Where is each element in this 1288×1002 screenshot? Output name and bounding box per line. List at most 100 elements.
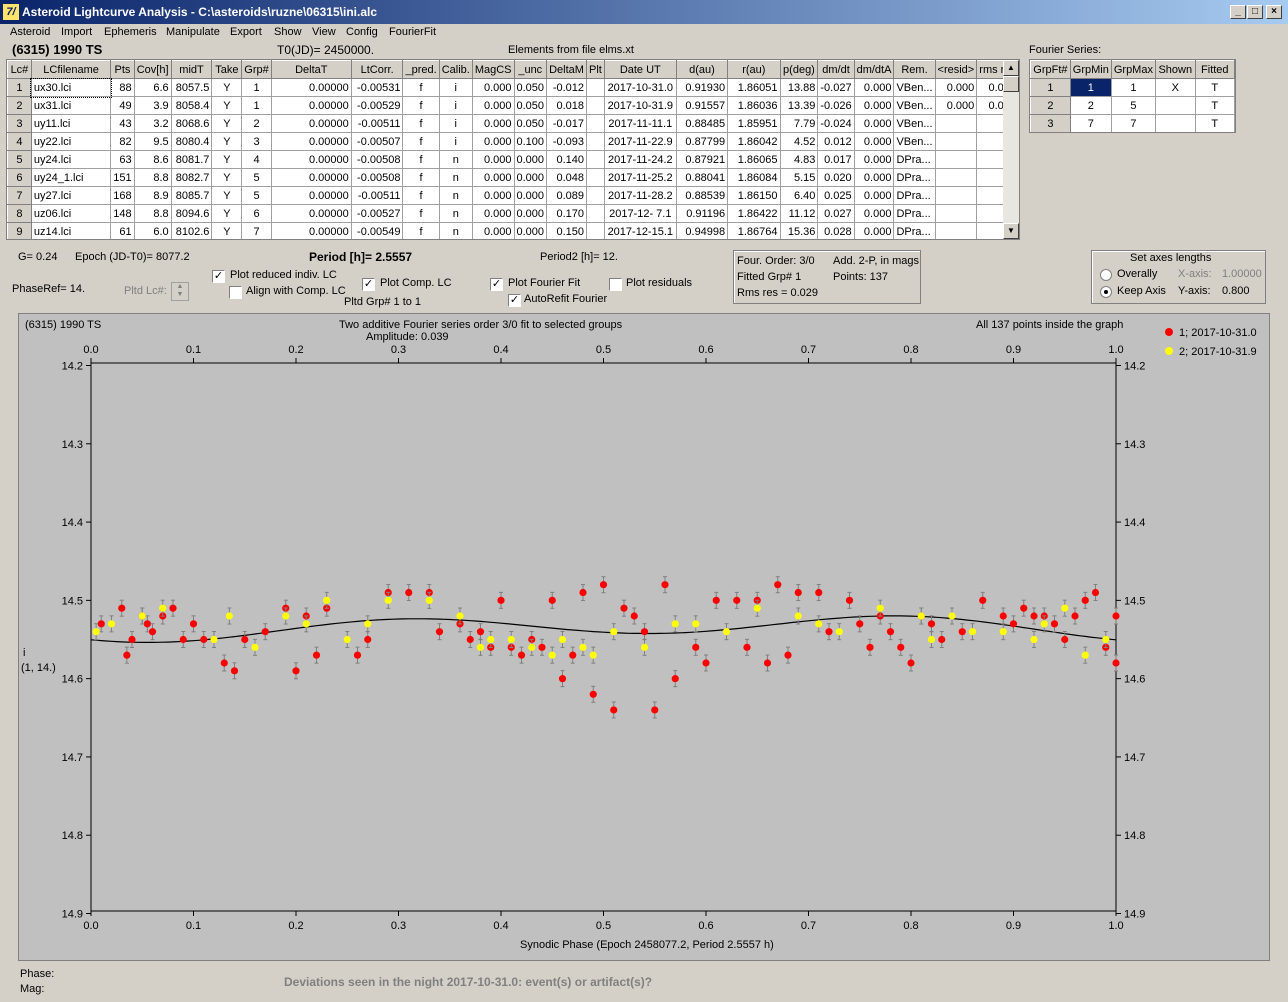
fourier-cell[interactable]: 2: [1069, 96, 1112, 115]
table-cell[interactable]: 1.86764: [727, 222, 781, 239]
phaseref-value[interactable]: PhaseRef= 14.: [12, 283, 86, 295]
table-cell[interactable]: 0.000: [513, 150, 548, 169]
table-cell[interactable]: ux30.lci: [30, 77, 112, 98]
menu-manipulate[interactable]: Manipulate: [166, 26, 220, 38]
table-cell[interactable]: 2017-11-11.1: [603, 114, 677, 133]
table-cell[interactable]: Y: [211, 204, 243, 223]
table-cell[interactable]: [934, 168, 978, 187]
table-row[interactable]: 9 uz14.lci 61 6.0 8102.6 Y 7 0.00000 -0.00549 f n 0…: [7, 222, 1019, 239]
table-cell[interactable]: 0.00000: [270, 150, 352, 169]
table-cell[interactable]: 0.150: [546, 222, 588, 239]
table-cell[interactable]: 0.000: [471, 150, 515, 169]
table-cell[interactable]: 0.000: [471, 204, 515, 223]
table-cell[interactable]: uy22.lci: [30, 132, 112, 151]
table-cell[interactable]: f: [402, 222, 440, 239]
table-cell[interactable]: 5: [241, 186, 272, 205]
table-cell[interactable]: uz14.lci: [30, 222, 112, 239]
table-cell[interactable]: 1: [241, 96, 272, 115]
table-cell[interactable]: n: [438, 150, 473, 169]
table-cell[interactable]: 8: [7, 204, 32, 223]
table-cell[interactable]: VBen...: [893, 96, 936, 115]
table-cell[interactable]: [586, 114, 605, 133]
table-cell[interactable]: -0.00529: [350, 96, 404, 115]
table-cell[interactable]: 2017-11-25.2: [603, 168, 677, 187]
table-row[interactable]: 8 uz06.lci 148 8.8 8094.6 Y 6 0.00000 -0.00527 f n…: [7, 204, 1019, 223]
table-cell[interactable]: f: [402, 168, 440, 187]
table-cell[interactable]: -0.00527: [350, 204, 404, 223]
fourier-cell[interactable]: [1154, 114, 1196, 132]
table-cell[interactable]: 0.000: [853, 96, 895, 115]
table-cell[interactable]: 63: [110, 150, 135, 169]
maximize-icon[interactable]: □: [1247, 5, 1263, 19]
table-cell[interactable]: 0.000: [853, 132, 895, 151]
overally-radio[interactable]: [1100, 269, 1112, 281]
table-cell[interactable]: [934, 114, 978, 133]
scroll-thumb[interactable]: [1003, 76, 1019, 92]
table-cell[interactable]: 8.9: [133, 186, 172, 205]
close-icon[interactable]: ×: [1266, 5, 1282, 19]
lc-column-header[interactable]: Date UT: [603, 60, 677, 79]
table-cell[interactable]: 3.2: [133, 114, 172, 133]
table-cell[interactable]: 0.00000: [270, 78, 352, 97]
table-cell[interactable]: 0.000: [513, 204, 548, 223]
table-cell[interactable]: 6: [7, 168, 32, 187]
lc-column-header[interactable]: Plt: [586, 60, 605, 79]
fourier-cell[interactable]: T: [1194, 78, 1235, 97]
table-cell[interactable]: f: [402, 186, 440, 205]
table-cell[interactable]: 1.86422: [727, 204, 781, 223]
menu-export[interactable]: Export: [230, 26, 262, 38]
table-cell[interactable]: 3: [7, 114, 32, 133]
table-cell[interactable]: -0.012: [546, 78, 588, 97]
table-cell[interactable]: 148: [110, 204, 135, 223]
table-cell[interactable]: 2017-12-15.1: [603, 222, 677, 239]
table-cell[interactable]: 6.0: [133, 222, 172, 239]
table-cell[interactable]: f: [402, 132, 440, 151]
table-row[interactable]: 3 uy11.lci 43 3.2 8068.6 Y 2 0.00000 -0.00511 f i 0…: [7, 114, 1019, 133]
table-cell[interactable]: DPra...: [893, 186, 936, 205]
menu-config[interactable]: Config: [346, 26, 378, 38]
table-cell[interactable]: uy24.lci: [30, 150, 112, 169]
table-cell[interactable]: DPra...: [893, 204, 936, 223]
lc-column-header[interactable]: DeltaM: [546, 60, 588, 79]
table-cell[interactable]: 0.00000: [270, 204, 352, 223]
lc-column-header[interactable]: DeltaT: [270, 60, 352, 79]
table-cell[interactable]: 1.85951: [727, 114, 781, 133]
table-cell[interactable]: [934, 186, 978, 205]
table-cell[interactable]: f: [402, 204, 440, 223]
table-cell[interactable]: 0.000: [471, 222, 515, 239]
table-cell[interactable]: -0.017: [546, 114, 588, 133]
table-cell[interactable]: -0.00511: [350, 186, 404, 205]
table-cell[interactable]: 8068.6: [170, 114, 213, 133]
pltd-lc-spinner[interactable]: ▲ ▼: [171, 282, 189, 301]
table-cell[interactable]: 1.86150: [727, 186, 781, 205]
table-cell[interactable]: 4: [7, 132, 32, 151]
table-cell[interactable]: n: [438, 204, 473, 223]
table-cell[interactable]: 2: [241, 114, 272, 133]
plot-comp-checkbox[interactable]: ✓: [362, 278, 375, 291]
fourier-cell[interactable]: T: [1194, 114, 1235, 132]
table-cell[interactable]: 0.000: [934, 96, 978, 115]
table-cell[interactable]: 4: [241, 150, 272, 169]
table-cell[interactable]: 8057.5: [170, 78, 213, 97]
table-cell[interactable]: 0.050: [513, 78, 548, 97]
table-cell[interactable]: 2: [7, 96, 32, 115]
table-cell[interactable]: 0.000: [853, 150, 895, 169]
menu-ephemeris[interactable]: Ephemeris: [104, 26, 157, 38]
table-cell[interactable]: 5: [241, 168, 272, 187]
lc-column-header[interactable]: _pred.: [402, 60, 440, 79]
lc-column-header[interactable]: Cov[h]: [133, 60, 172, 79]
table-cell[interactable]: 11.12: [779, 204, 819, 223]
table-cell[interactable]: f: [402, 96, 440, 115]
table-row[interactable]: 6 uy24_1.lci 151 8.8 8082.7 Y 5 0.00000 -0.00508…: [7, 168, 1019, 187]
table-cell[interactable]: 0.012: [817, 132, 855, 151]
lc-column-header[interactable]: r(au): [727, 60, 781, 79]
table-cell[interactable]: 0.000: [853, 114, 895, 133]
table-cell[interactable]: 0.88041: [675, 168, 729, 187]
table-cell[interactable]: n: [438, 186, 473, 205]
table-cell[interactable]: 43: [110, 114, 135, 133]
table-cell[interactable]: 151: [110, 168, 135, 187]
table-cell[interactable]: [586, 204, 605, 223]
table-cell[interactable]: 0.050: [513, 96, 548, 115]
